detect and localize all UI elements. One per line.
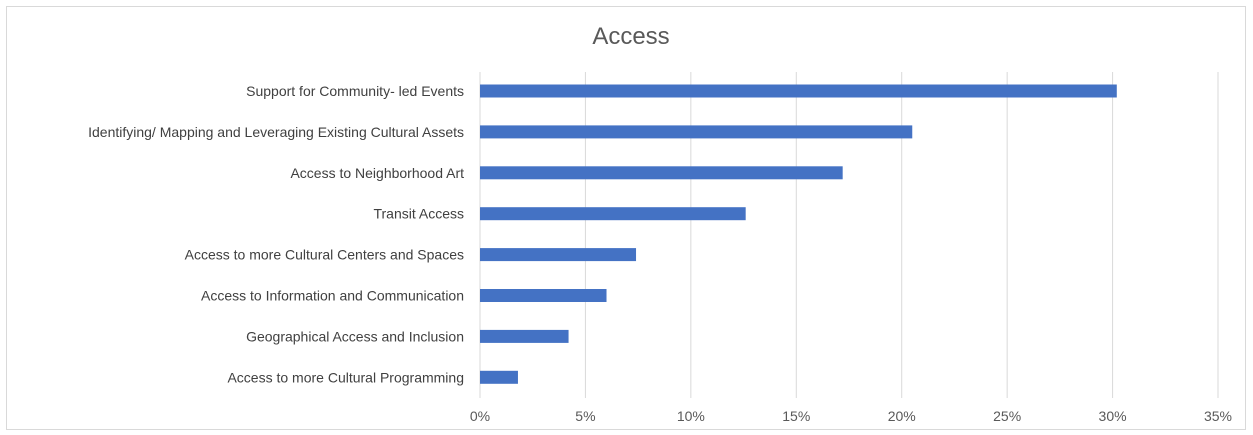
x-tick-label: 25% [993, 408, 1021, 424]
bar [480, 371, 518, 384]
x-axis-tick-labels: 0% 5% 10% 15% 20% 25% 30% 35% [470, 408, 1232, 424]
x-tick-label: 20% [888, 408, 916, 424]
category-label: Access to more Cultural Programming [227, 369, 464, 385]
bar [480, 125, 912, 138]
x-tick-label: 35% [1204, 408, 1232, 424]
x-tick-label: 10% [677, 408, 705, 424]
bar [480, 166, 843, 179]
gridlines [480, 72, 1218, 398]
category-label: Transit Access [373, 206, 464, 222]
category-label: Identifying/ Mapping and Leveraging Exis… [88, 124, 464, 140]
category-labels: Support for Community- led Events Identif… [88, 83, 464, 385]
bar [480, 85, 1117, 98]
category-label: Access to more Cultural Centers and Spac… [185, 247, 464, 263]
bar [480, 207, 746, 220]
x-tick-label: 0% [470, 408, 490, 424]
category-label: Support for Community- led Events [246, 83, 464, 99]
category-label: Access to Neighborhood Art [290, 165, 464, 181]
x-tick-label: 30% [1099, 408, 1127, 424]
bar [480, 289, 607, 302]
bar [480, 330, 569, 343]
chart-title: Access [592, 23, 669, 50]
x-tick-label: 5% [575, 408, 595, 424]
bars [480, 85, 1117, 384]
category-label: Access to Information and Communication [201, 288, 464, 304]
bar [480, 248, 636, 261]
category-label: Geographical Access and Inclusion [246, 328, 464, 344]
x-tick-label: 15% [782, 408, 810, 424]
